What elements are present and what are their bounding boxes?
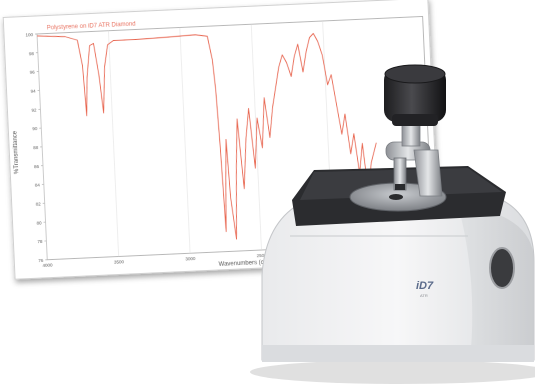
brand-logo: iD7 [416, 280, 434, 292]
x-gridline [36, 33, 48, 260]
atr-instrument: iD7 ATR [250, 64, 535, 384]
front-base [262, 345, 534, 362]
x-tick-label: 3500 [114, 259, 125, 264]
pressure-arm-base [413, 149, 443, 197]
y-tick-label: 82 [36, 201, 42, 206]
y-tick-label: 84 [35, 183, 41, 188]
y-tick-label: 76 [38, 258, 44, 263]
side-port [489, 247, 515, 289]
y-tick-label: 96 [30, 70, 36, 75]
y-tick-label: 92 [31, 107, 37, 112]
y-tick-label: 86 [34, 164, 40, 169]
crystal [389, 194, 403, 200]
instrument-shadow [250, 360, 535, 384]
y-tick-label: 94 [30, 89, 36, 94]
y-tick-label: 98 [29, 51, 35, 56]
y-tick-label: 90 [32, 126, 38, 131]
y-tick-label: 78 [37, 239, 43, 244]
x-tick-label: 4000 [42, 262, 53, 267]
x-axis-label: Wavenumbers (cm-1) [219, 259, 277, 268]
y-tick-label: 100 [25, 32, 33, 37]
y-axis-label: %Transmittance [12, 130, 20, 174]
pressure-tip-end [395, 184, 405, 190]
x-tick-label: 3000 [185, 256, 196, 261]
chart-title: Polystyrene on iD7 ATR Diamond [47, 21, 136, 31]
spectrum-trace [37, 32, 377, 240]
x-gridline [108, 30, 119, 257]
pressure-knob-top [384, 64, 446, 84]
x-tick-label: 2500 [257, 253, 268, 258]
y-tick-label: 80 [36, 220, 42, 225]
y-tick-label: 88 [33, 145, 39, 150]
x-gridline [179, 27, 191, 254]
knob-collar [392, 114, 438, 126]
brand-sublabel: ATR [420, 293, 428, 298]
